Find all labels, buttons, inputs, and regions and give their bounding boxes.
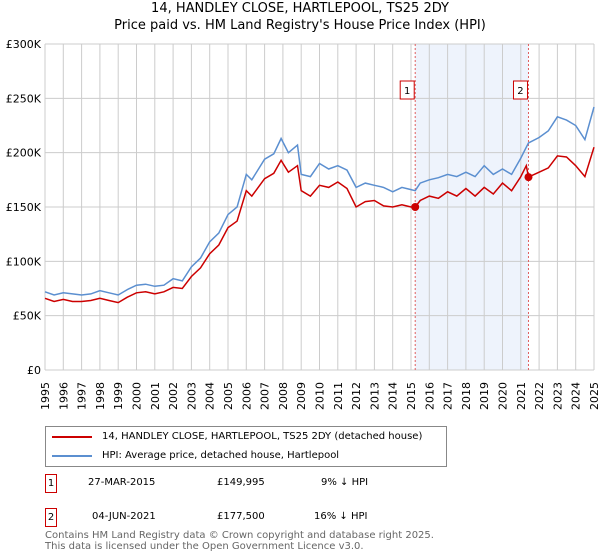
x-tick-label: 2024 (570, 382, 583, 410)
x-tick-label: 2025 (588, 382, 600, 410)
y-tick-label: £250K (6, 92, 42, 105)
marker-badge: 1 (45, 474, 57, 493)
x-tick-label: 1999 (112, 382, 125, 410)
x-tick-label: 2011 (332, 382, 345, 410)
x-tick-label: 2021 (515, 382, 528, 410)
chart-title: 14, HANDLEY CLOSE, HARTLEPOOL, TS25 2DY (151, 1, 449, 16)
transaction-hpi-diff: 9% ↓ HPI (321, 477, 369, 488)
x-tick-label: 2008 (277, 382, 290, 410)
price-paid-line (44, 146, 595, 304)
x-tick-label: 2015 (405, 382, 418, 410)
marker-badge: 2 (45, 508, 57, 527)
x-tick-label: 2003 (185, 382, 198, 410)
footer-copyright: Contains HM Land Registry data © Crown c… (45, 530, 434, 541)
y-tick-label: £0 (27, 364, 41, 377)
transaction-date: 27-MAR-2015 (88, 477, 156, 488)
legend-label-property: 14, HANDLEY CLOSE, HARTLEPOOL, TS25 2DY … (102, 431, 423, 442)
sale-point (524, 173, 533, 182)
legend: 14, HANDLEY CLOSE, HARTLEPOOL, TS25 2DY … (45, 426, 447, 467)
x-tick-label: 2018 (460, 382, 473, 410)
x-tick-label: 2007 (259, 382, 272, 410)
x-tick-label: 2019 (478, 382, 491, 410)
x-tick-label: 2014 (387, 382, 400, 410)
price-chart: 1995 1996 1997 1998 1999 2000 2001 2002 2003 2004… (6, 38, 600, 410)
x-tick-label: 2010 (314, 382, 327, 410)
legend-item-hpi: HPI: Average price, detached house, Hart… (52, 450, 339, 461)
chart-subtitle: Price paid vs. HM Land Registry's House … (114, 18, 486, 33)
y-tick-label: £150K (6, 201, 42, 214)
x-tick-label: 2005 (222, 382, 235, 410)
x-tick-label: 2012 (350, 382, 363, 410)
footer-licence: This data is licensed under the Open Gov… (45, 541, 364, 552)
y-tick-label: £200K (6, 147, 42, 160)
x-tick-label: 1996 (57, 382, 70, 410)
y-tick-label: £50K (13, 310, 42, 323)
transaction-hpi-diff: 16% ↓ HPI (314, 511, 368, 522)
x-tick-label: 1997 (76, 382, 89, 410)
sale-point (411, 203, 420, 212)
transaction-price: £149,995 (217, 477, 265, 488)
sale-marker-box (399, 80, 415, 100)
transaction-price: £177,500 (217, 511, 265, 522)
x-tick-label: 2023 (551, 382, 564, 410)
transaction-row: 1 27-MAR-2015 £149,995 9% ↓ HPI (45, 474, 445, 494)
transaction-date: 04-JUN-2021 (92, 511, 156, 522)
sale-marker-label: 2 (517, 86, 523, 97)
x-tick-label: 2017 (442, 382, 455, 410)
red-line-swatch (52, 435, 92, 438)
x-tick-label: 2004 (204, 382, 217, 410)
x-tick-label: 2013 (368, 382, 381, 410)
x-tick-label: 2009 (295, 382, 308, 410)
sale-marker-box (512, 80, 528, 100)
hpi-line (44, 106, 595, 296)
legend-item-property: 14, HANDLEY CLOSE, HARTLEPOOL, TS25 2DY … (52, 431, 422, 442)
x-tick-label: 2001 (149, 382, 162, 410)
blue-line-swatch (52, 454, 92, 457)
y-tick-label: £300K (6, 38, 42, 51)
x-tick-label: 1998 (94, 382, 107, 410)
x-tick-label: 2000 (131, 382, 144, 410)
legend-label-hpi: HPI: Average price, detached house, Hart… (102, 450, 340, 461)
x-tick-label: 2022 (533, 382, 546, 410)
x-tick-label: 2020 (497, 382, 510, 410)
y-tick-label: £100K (6, 255, 42, 268)
x-tick-label: 2016 (423, 382, 436, 410)
transaction-row: 2 04-JUN-2021 £177,500 16% ↓ HPI (45, 508, 445, 528)
x-tick-label: 2002 (167, 382, 180, 410)
x-tick-label: 1995 (39, 382, 52, 410)
sale-marker-label: 1 (404, 86, 410, 97)
x-tick-label: 2006 (240, 382, 253, 410)
